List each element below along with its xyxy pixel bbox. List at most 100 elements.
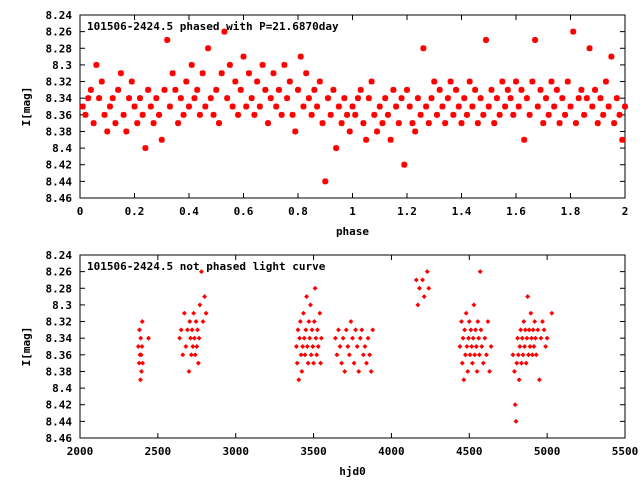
data-point [466,78,473,85]
data-point [175,120,182,127]
data-point [330,86,337,93]
data-point [333,145,340,152]
data-point [562,111,569,118]
data-point [318,360,324,366]
data-point [335,327,342,333]
plot-frame-2 [79,254,626,439]
data-point [197,302,203,308]
data-point [178,327,184,333]
data-point [196,111,203,118]
data-point [161,86,168,93]
data-point [138,352,144,358]
data-point [488,343,494,350]
data-point [117,70,124,77]
data-point [529,352,535,358]
data-point [131,103,138,110]
data-point [338,120,345,127]
data-point [602,78,609,85]
data-point [96,95,103,102]
y-tick-label: 8.4 [52,382,72,395]
data-point [597,95,604,102]
data-point [273,103,280,110]
data-point [616,111,623,118]
x-axis-label: hjd0 [339,465,366,478]
data-point [267,95,274,102]
data-point [286,78,293,85]
data-point [428,95,435,102]
data-point [493,95,500,102]
data-point [251,111,258,118]
y-tick-label: 8.26 [46,266,73,279]
data-point [289,111,296,118]
data-point [525,294,531,300]
data-point [483,36,490,43]
x-tick-label: 1 [349,205,356,218]
data-point [570,28,577,35]
data-point [465,368,471,375]
data-point [374,128,381,135]
data-point [202,103,209,110]
data-point [311,318,317,325]
y-tick-label: 8.44 [46,415,73,428]
x-tick-label: 3000 [222,445,249,458]
data-point [608,53,615,60]
data-point [567,103,574,110]
y-tick-label: 8.46 [46,432,73,445]
data-point [126,95,133,102]
x-tick-label: 0.8 [288,205,308,218]
data-point [281,61,288,68]
data-point [530,327,536,333]
data-point [575,95,582,102]
x-tick-label: 3500 [300,445,327,458]
data-point [522,327,528,333]
data-point [583,95,590,102]
data-point [245,70,252,77]
data-point [488,86,495,93]
data-point [426,285,432,291]
data-point [393,103,400,110]
data-point [317,310,323,316]
y-axis-label: I[mag] [20,87,33,127]
data-point [406,103,413,110]
y-tick-label: 8.42 [46,159,73,172]
data-point [518,360,525,366]
data-point [360,352,366,358]
y-tick-label: 8.38 [46,365,73,378]
data-point [120,111,127,118]
x-tick-label: 4000 [378,445,405,458]
data-point [194,86,201,93]
data-point [458,120,465,127]
data-point [177,95,184,102]
data-point [189,327,195,333]
y-tick-label: 8.36 [46,349,73,362]
data-point [436,86,443,93]
data-point [522,343,528,350]
data-point [572,120,579,127]
data-point [368,78,375,85]
data-point [528,310,534,316]
data-point [199,70,206,77]
data-point [521,136,528,143]
data-point [390,86,397,93]
data-point [529,335,535,341]
data-point [210,111,217,118]
data-point [516,377,522,383]
y-tick-label: 8.26 [46,26,73,39]
data-point [463,111,470,118]
x-tick-label: 0 [77,205,84,218]
data-point [462,352,468,358]
y-tick-label: 8.42 [46,399,73,412]
data-point [198,269,205,275]
data-point [515,335,521,341]
data-point [136,327,143,333]
data-point [190,343,196,350]
data-point [578,86,585,93]
data-point [531,343,537,350]
data-point [404,86,410,93]
data-point [237,86,244,93]
data-point [164,36,171,43]
data-point [444,95,451,102]
data-point [462,327,468,333]
data-point [314,327,321,333]
data-point [137,377,143,383]
